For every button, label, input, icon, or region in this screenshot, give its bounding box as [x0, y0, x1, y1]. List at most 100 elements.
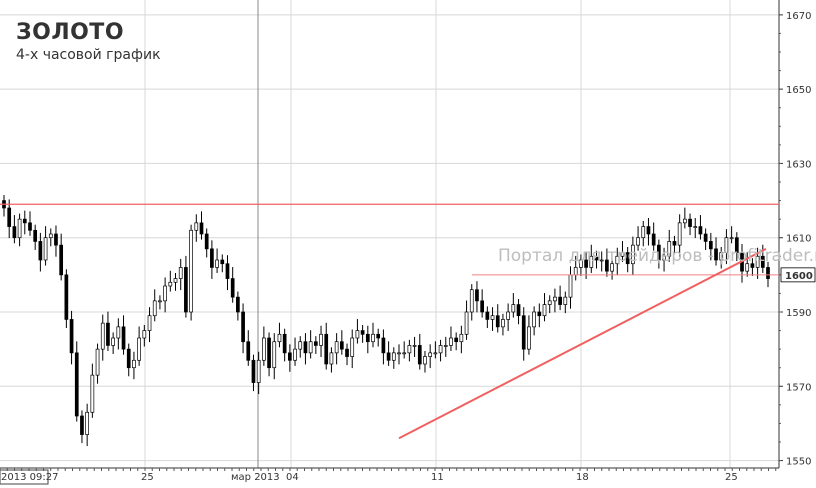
candle [54, 233, 58, 246]
candle [547, 300, 552, 305]
candle [189, 229, 193, 313]
candle [423, 356, 427, 365]
candle [760, 255, 765, 268]
candle [241, 311, 245, 343]
candle [324, 333, 329, 365]
candle [220, 259, 225, 265]
candle [308, 341, 313, 354]
candle [28, 222, 32, 231]
candle [755, 255, 760, 268]
candle [313, 341, 318, 346]
y-tick-label: 1590 [786, 308, 811, 319]
candle [485, 311, 490, 320]
y-tick-label: 1650 [786, 85, 811, 96]
candle [272, 341, 277, 369]
candle [672, 241, 677, 246]
candle [703, 233, 708, 242]
candle [288, 352, 292, 361]
candle [277, 333, 282, 343]
candle [282, 333, 287, 354]
candle [132, 359, 136, 369]
candle [433, 352, 438, 355]
candle [152, 300, 157, 317]
candle [33, 229, 38, 242]
candle [106, 322, 110, 346]
candle [449, 337, 453, 346]
candle [137, 337, 141, 361]
x-tick-label: 25 [141, 472, 154, 483]
candle [293, 348, 297, 361]
candle [677, 222, 682, 246]
trendline [398, 247, 767, 440]
candle [724, 237, 729, 253]
candle [397, 352, 401, 355]
candle [745, 263, 750, 272]
candle [95, 348, 100, 376]
candle [319, 333, 323, 346]
candle [100, 322, 105, 350]
y-tick-label: 1630 [786, 159, 811, 170]
candle [303, 341, 308, 354]
candle [579, 259, 583, 268]
candle [662, 255, 666, 261]
candle [605, 259, 609, 272]
candle [147, 315, 152, 331]
candle [204, 233, 209, 250]
candle [215, 259, 219, 268]
candle [12, 226, 17, 239]
candle [537, 311, 542, 317]
candle [339, 341, 344, 350]
candle [142, 330, 147, 339]
candle [428, 352, 433, 357]
candle [490, 315, 495, 320]
candle [173, 278, 178, 283]
candle [194, 222, 199, 231]
candle [365, 333, 370, 343]
candle [693, 226, 698, 228]
candle [657, 244, 661, 261]
candle [667, 241, 672, 257]
candle [750, 263, 755, 268]
candle [464, 311, 469, 335]
candle [43, 237, 48, 261]
candle [48, 233, 53, 239]
candle [90, 374, 95, 413]
candle [563, 296, 568, 305]
candle [230, 278, 235, 298]
candle [74, 352, 79, 417]
candle [469, 289, 474, 313]
candle [636, 237, 640, 246]
candle [355, 330, 360, 339]
x-cursor-box [0, 469, 49, 485]
candle [225, 263, 230, 279]
candle [625, 252, 630, 265]
candle [573, 267, 578, 276]
candle [262, 337, 266, 361]
y-tick-label: 1610 [786, 234, 811, 245]
candle [594, 255, 599, 261]
candle [729, 237, 734, 240]
candle [443, 345, 448, 347]
candle [506, 311, 510, 320]
candle [178, 267, 183, 279]
y-tick-label: 1550 [786, 457, 811, 468]
plot-area [0, 0, 779, 468]
candle [334, 341, 339, 354]
candle [620, 252, 625, 257]
candle [734, 237, 739, 253]
candle [256, 359, 261, 383]
candle [184, 267, 188, 313]
candle [708, 241, 713, 250]
candle [168, 281, 173, 287]
candle [511, 304, 516, 313]
candle [329, 352, 334, 365]
candle [402, 352, 407, 355]
candle [7, 207, 12, 227]
candle [459, 333, 464, 343]
candle [350, 337, 355, 357]
x-tick-label: мар 2013 [231, 472, 280, 483]
candle [376, 333, 381, 339]
candle [163, 285, 167, 302]
